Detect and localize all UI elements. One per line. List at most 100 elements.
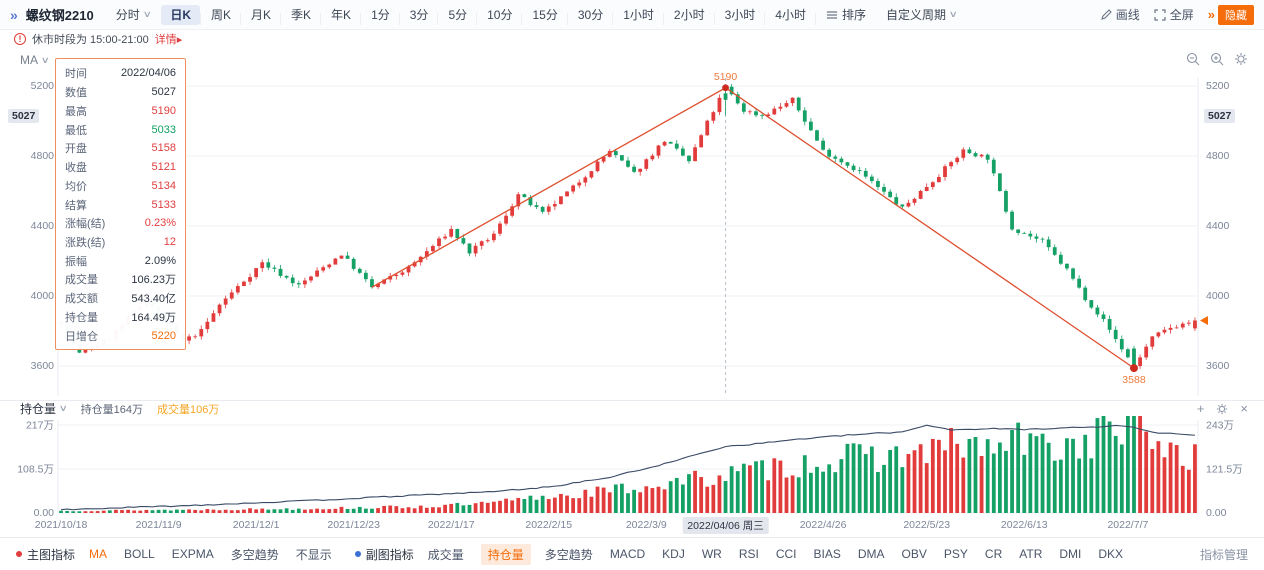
indicator-tab-不显示[interactable]: 不显示 [295, 547, 332, 562]
y-axis-label: 3600 [1206, 360, 1230, 372]
timeframe-button-年K[interactable]: 年K [322, 5, 360, 25]
indicator-tab-BOLL[interactable]: BOLL [124, 547, 155, 561]
tooltip-label: 涨幅(结) [65, 218, 106, 231]
sub-y-axis-label: 0.00 [33, 507, 54, 519]
indicator-tab-CR[interactable]: CR [984, 547, 1003, 561]
x-axis-label: 2021/10/18 [34, 519, 88, 531]
indicator-tab-MA[interactable]: MA [89, 547, 108, 561]
indicator-tab-多空趋势[interactable]: 多空趋势 [230, 547, 279, 562]
sort-button[interactable]: 排序 [816, 0, 876, 30]
tooltip-row: 振幅 2.09% [65, 251, 176, 270]
fullscreen-button[interactable]: 全屏 [1154, 6, 1194, 23]
indicator-tab-KDJ[interactable]: KDJ [662, 547, 685, 561]
toolbar: » 螺纹钢2210 分时 ∨ 日K 周K 月K 季K 年K 1分 3分 5分 10分 15分 30分… [0, 0, 1264, 30]
expand-icon [1154, 8, 1166, 21]
chevron-down-icon: ∨ [948, 9, 958, 19]
indicator-tab-PSY[interactable]: PSY [943, 547, 968, 561]
candlestick-chart[interactable]: 5190 3588 [0, 48, 1264, 400]
x-axis-label-selected: 2022/04/06 周三 [682, 517, 769, 534]
timeframe-button-15分[interactable]: 15分 [523, 5, 566, 25]
indicator-tab-WR[interactable]: WR [701, 547, 722, 561]
svg-text:3588: 3588 [1122, 374, 1146, 386]
timeframe-button-30分[interactable]: 30分 [569, 5, 612, 25]
indicator-tab-DMA[interactable]: DMA [857, 547, 885, 561]
draw-line-button[interactable]: 画线 [1100, 6, 1140, 23]
tooltip-value: 5134 [151, 179, 176, 192]
timeframe-button-4小时[interactable]: 4小时 [766, 5, 815, 25]
tooltip-label: 结算 [65, 199, 87, 212]
tooltip-label: 持仓量 [65, 311, 98, 324]
indicator-tab-BIAS[interactable]: BIAS [813, 547, 841, 561]
oi-volume-chart[interactable] [0, 411, 1264, 516]
tooltip-row: 开盘 5158 [65, 139, 176, 158]
custom-period-dropdown[interactable]: 自定义周期 ∨ [885, 8, 958, 22]
hide-panel-button[interactable]: » 隐藏 [1208, 4, 1254, 25]
x-axis-label: 2021/11/9 [135, 519, 182, 531]
indicator-tab-OBV[interactable]: OBV [901, 547, 927, 561]
chevron-down-icon: ∨ [58, 403, 68, 413]
sub-chart-panel[interactable]: 217万 108.5万 0.00 243万 121.5万 0.00 [0, 411, 1264, 519]
main-indicator-selector[interactable]: MA ∨ [20, 53, 50, 67]
indicator-tab-多空趋势[interactable]: 多空趋势 [544, 547, 593, 562]
chevron-down-icon: ∨ [40, 54, 50, 65]
main-chart-panel[interactable]: 5190 3588 MA ∨ 时间 2022/04/06 数值 5027 最高 5190 最低… [0, 48, 1264, 400]
timeframe-button-2小时[interactable]: 2小时 [665, 5, 714, 25]
indicator-tab-DKX[interactable]: DKX [1098, 547, 1124, 561]
timeframe-button-周K[interactable]: 周K [202, 5, 240, 25]
indicator-tab-DMI[interactable]: DMI [1059, 547, 1082, 561]
indicator-tab-持仓量[interactable]: 持仓量 [480, 543, 531, 565]
tooltip-row: 持仓量 164.49万 [65, 308, 176, 327]
timeframe-button-日K[interactable]: 日K [161, 4, 200, 25]
sub-indicator-selector[interactable]: 持仓量 ∨ [20, 402, 68, 416]
indicator-tab-MACD[interactable]: MACD [609, 547, 646, 561]
y-axis-label: 3600 [30, 360, 54, 372]
timeshare-dropdown[interactable]: 分时 ∨ [115, 8, 152, 22]
main-indicator-tabs: MA BOLL EXPMA 多空趋势 不显示 [89, 546, 349, 563]
notice-bar: ! 休市时段为 15:00-21:00 详情▸ [0, 30, 1264, 48]
timeframe-button-1分[interactable]: 1分 [362, 5, 399, 25]
sub-y-axis-label: 217万 [25, 419, 54, 432]
zoom-out-icon[interactable] [1186, 52, 1200, 66]
add-indicator-icon[interactable]: + [1196, 401, 1205, 416]
zoom-in-icon[interactable] [1210, 52, 1224, 66]
indicator-tab-EXPMA[interactable]: EXPMA [171, 547, 214, 561]
indicator-tab-成交量[interactable]: 成交量 [427, 547, 464, 562]
tooltip-row: 最低 5033 [65, 120, 176, 139]
settings-gear-icon[interactable] [1234, 52, 1248, 66]
chevron-down-icon: ∨ [142, 9, 152, 19]
notice-text: 休市时段为 15:00-21:00 [32, 34, 149, 46]
sub-y-axis-label: 243万 [1206, 419, 1235, 432]
tooltip-value: 5121 [151, 161, 176, 174]
sort-icon [826, 10, 837, 19]
svg-text:5190: 5190 [714, 71, 738, 83]
sub-y-axis-label: 108.5万 [17, 463, 54, 476]
tooltip-label: 收盘 [65, 162, 87, 175]
indicator-manage-button[interactable]: 指标管理 [1199, 547, 1248, 562]
close-panel-icon[interactable]: × [1240, 401, 1248, 416]
y-axis-label: 5200 [1206, 80, 1230, 92]
sub-indicator-group-label: 副图指标 [354, 546, 414, 563]
x-axis-label: 2022/1/17 [427, 519, 475, 531]
x-axis-label: 2022/2/15 [525, 519, 573, 531]
timeframe-button-5分[interactable]: 5分 [439, 5, 476, 25]
tooltip-value: 5158 [151, 142, 176, 155]
timeframe-button-季K[interactable]: 季K [282, 5, 320, 25]
settings-gear-icon[interactable] [1216, 403, 1228, 415]
notice-detail-link[interactable]: 详情▸ [154, 34, 183, 46]
timeframe-button-10分[interactable]: 10分 [478, 5, 521, 25]
timeframe-button-3小时[interactable]: 3小时 [716, 5, 765, 25]
tooltip-value: 5220 [151, 329, 176, 342]
indicator-tab-CCI[interactable]: CCI [775, 547, 797, 561]
timeframe-button-月K[interactable]: 月K [242, 5, 280, 25]
timeframe-button-1小时[interactable]: 1小时 [614, 5, 663, 25]
collapse-panel-icon[interactable]: » [10, 6, 18, 23]
indicator-tab-ATR[interactable]: ATR [1019, 547, 1043, 561]
x-axis-label: 2021/12/1 [232, 519, 280, 531]
x-axis-label: 2022/4/26 [799, 519, 847, 531]
indicator-tab-RSI[interactable]: RSI [738, 547, 759, 561]
tooltip-value: 106.23万 [131, 274, 176, 287]
timeframe-button-3分[interactable]: 3分 [401, 5, 438, 25]
sub-panel-header: 持仓量 ∨ 持仓量164万 成交量106万 + × [0, 400, 1264, 416]
red-dot-icon [16, 551, 22, 557]
